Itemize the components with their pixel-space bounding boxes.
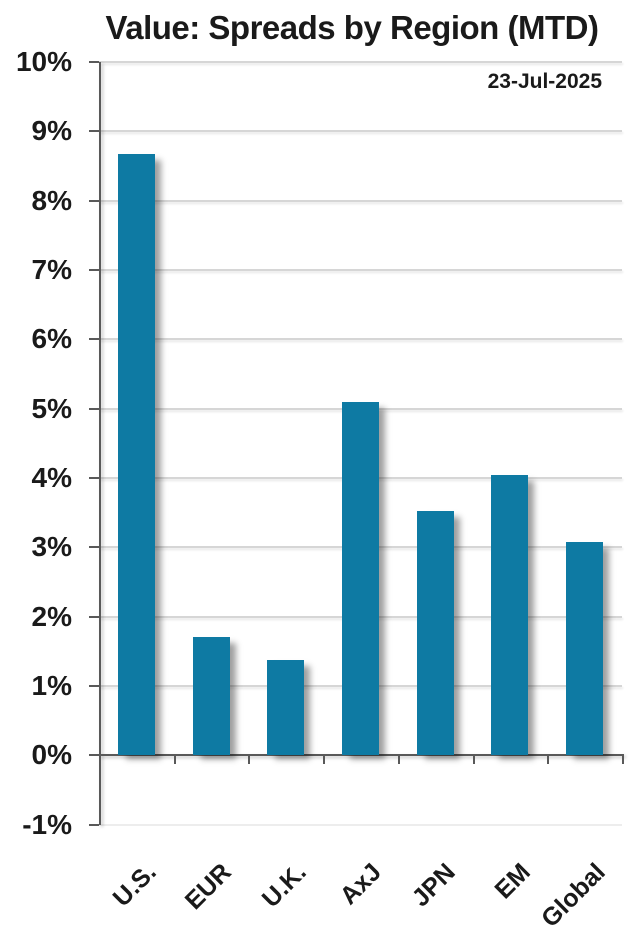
x-tick xyxy=(99,755,101,765)
x-tick xyxy=(622,755,624,765)
x-tick xyxy=(472,755,475,765)
y-tick xyxy=(89,615,99,618)
y-tick xyxy=(89,199,99,202)
gridline xyxy=(99,268,622,271)
y-tick xyxy=(89,407,99,410)
y-tick xyxy=(89,476,99,479)
y-axis-label: 7% xyxy=(31,253,72,285)
gridline xyxy=(99,61,622,63)
y-tick xyxy=(89,823,99,826)
bar-jpn xyxy=(416,511,454,756)
x-tick xyxy=(248,755,251,765)
y-axis-label: 8% xyxy=(31,184,72,216)
gridline xyxy=(99,199,622,202)
y-axis-label: 6% xyxy=(31,323,72,355)
bar-global xyxy=(566,541,604,756)
y-axis-label: 10% xyxy=(15,46,72,77)
x-tick xyxy=(173,755,176,765)
gridline xyxy=(99,130,622,133)
y-axis-label: 3% xyxy=(31,531,72,563)
x-axis-line xyxy=(99,754,624,757)
y-tick xyxy=(89,546,99,549)
y-tick xyxy=(89,338,99,341)
y-axis-line xyxy=(99,62,101,825)
y-axis-label: 1% xyxy=(31,669,72,701)
y-axis-label: 9% xyxy=(31,115,72,147)
gridline xyxy=(99,338,622,341)
x-axis-label: U.S. xyxy=(107,858,163,913)
bar-em xyxy=(491,475,529,756)
x-tick xyxy=(547,755,550,765)
bar-uk xyxy=(267,660,305,756)
bar-eur xyxy=(192,636,230,756)
y-axis-label: 2% xyxy=(31,600,72,632)
y-tick xyxy=(89,130,99,133)
y-tick xyxy=(89,61,99,63)
y-axis-label: 0% xyxy=(31,739,72,771)
y-axis-label: 4% xyxy=(31,461,72,493)
date-annotation: 23-Jul-2025 xyxy=(487,70,602,93)
chart-title: Value: Spreads by Region (MTD) xyxy=(105,9,599,46)
y-axis-label: -1% xyxy=(22,808,72,840)
y-tick xyxy=(89,754,99,757)
x-tick xyxy=(323,755,326,765)
bar-axj xyxy=(342,401,379,756)
x-tick xyxy=(397,755,400,765)
y-tick xyxy=(89,268,99,271)
gridline-minus1 xyxy=(99,823,622,826)
y-tick xyxy=(89,684,99,687)
bar-us xyxy=(117,154,155,756)
y-axis-label: 5% xyxy=(31,392,72,424)
